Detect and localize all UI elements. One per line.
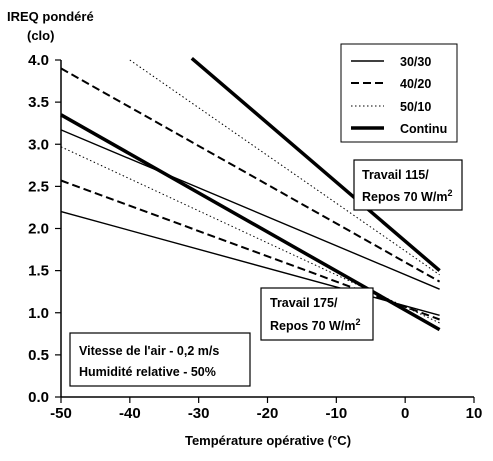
data-lines bbox=[60, 56, 441, 332]
axes: 0.0 0.5 1.0 1.5 2.0 2.5 3.0 3.5 4.0 -50 -40 -30 -20 -… bbox=[28, 52, 482, 422]
conditions-air-speed: Vitesse de l'air - 0,2 m/s bbox=[79, 344, 219, 358]
annotation-work-115-text: Repos 70 W/m bbox=[362, 190, 447, 204]
conditions-humidity: Humidité relative - 50% bbox=[79, 365, 216, 379]
y-axis-title-line1: IREQ pondéré bbox=[7, 9, 94, 24]
annotation-work-175-text: Repos 70 W/m bbox=[270, 319, 355, 333]
y-axis-title-line2: (clo) bbox=[27, 28, 54, 43]
annotation-work-115-superscript: 2 bbox=[447, 188, 452, 198]
x-tick-label: 10 bbox=[466, 405, 483, 422]
legend-label-continu: Continu bbox=[400, 122, 447, 136]
y-tick-label: 4.0 bbox=[28, 52, 49, 69]
x-tick-label: -40 bbox=[119, 405, 141, 422]
y-tick-label: 2.0 bbox=[28, 221, 49, 238]
series-line-solid-thin bbox=[60, 210, 440, 316]
y-tick-label: 2.5 bbox=[28, 178, 49, 195]
y-tick-label: 0.0 bbox=[28, 389, 49, 406]
annotation-work-115-line2: Repos 70 W/m2 bbox=[362, 188, 452, 204]
annotation-work-115-box bbox=[353, 159, 463, 211]
y-tick-label: 1.5 bbox=[28, 263, 49, 280]
x-tick-label: -50 bbox=[50, 405, 72, 422]
y-tick-label: 3.0 bbox=[28, 136, 49, 153]
y-tick-label: 0.5 bbox=[28, 347, 49, 364]
x-axis-title: Température opérative (°C) bbox=[185, 433, 351, 448]
y-tick-label: 3.5 bbox=[28, 94, 49, 111]
series-line-dashed bbox=[60, 179, 440, 321]
x-tick-label: 0 bbox=[401, 405, 409, 422]
annotation-work-175-line1: Travail 175/ bbox=[270, 296, 338, 310]
legend-label-40-20: 40/20 bbox=[400, 77, 431, 91]
annotation-work-115-line1: Travail 115/ bbox=[362, 168, 429, 182]
series-line-dashed bbox=[60, 67, 441, 283]
x-tick-label: -20 bbox=[257, 405, 279, 422]
annotation-work-175-box bbox=[260, 287, 374, 341]
legend-label-30-30: 30/30 bbox=[400, 55, 431, 69]
series-line-dotted bbox=[60, 146, 440, 324]
series-line-solid-thin bbox=[60, 129, 440, 290]
x-tick-label: -30 bbox=[188, 405, 210, 422]
y-tick-label: 1.0 bbox=[28, 305, 49, 322]
legend: 30/30 40/20 50/10 Continu bbox=[340, 43, 458, 143]
conditions-box bbox=[69, 332, 251, 387]
legend-label-50-10: 50/10 bbox=[400, 100, 431, 114]
series-line-dotted bbox=[129, 59, 440, 276]
annotation-work-175-superscript: 2 bbox=[355, 317, 360, 327]
series-line-solid-thick bbox=[190, 56, 441, 272]
annotation-work-175: Travail 175/ Repos 70 W/m2 bbox=[260, 287, 374, 341]
annotation-work-175-line2: Repos 70 W/m2 bbox=[270, 317, 360, 333]
annotation-work-115: Travail 115/ Repos 70 W/m2 bbox=[353, 159, 463, 211]
conditions-note: Vitesse de l'air - 0,2 m/s Humidité rela… bbox=[69, 332, 251, 387]
x-tick-label: -10 bbox=[325, 405, 347, 422]
